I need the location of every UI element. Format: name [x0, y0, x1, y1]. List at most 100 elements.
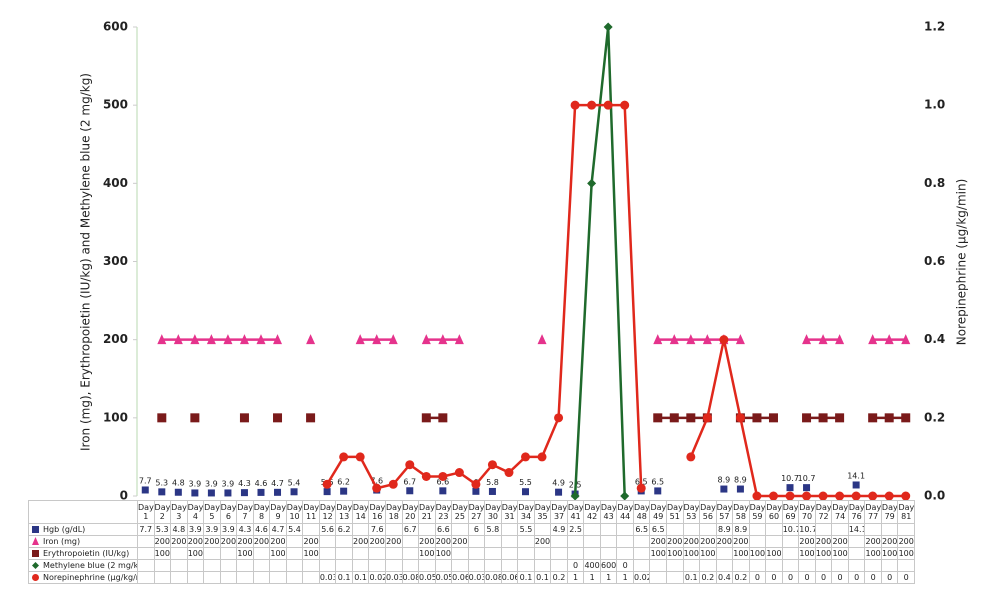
- marker: [487, 460, 497, 470]
- table-cell: [533, 547, 552, 560]
- legend-cell: Erythropoietin (IU/kg): [28, 547, 138, 560]
- x-tick-label: Day 21: [418, 500, 436, 524]
- table-cell: 0.03: [467, 571, 486, 584]
- table-cell: [847, 547, 866, 560]
- table-cell: [732, 559, 750, 572]
- table-cell: 0: [897, 571, 915, 584]
- table-cell: 100: [434, 547, 453, 560]
- table-cell: [137, 535, 155, 548]
- marker: [322, 479, 332, 489]
- table-cell: [583, 523, 601, 536]
- table-cell: 200: [418, 535, 436, 548]
- y-tick-label: 600: [103, 20, 128, 34]
- table-cell: [649, 559, 667, 572]
- table-cell: 6.5: [632, 523, 651, 536]
- table-cell: [566, 535, 585, 548]
- table-cell: 3.9: [203, 523, 221, 536]
- marker: [173, 334, 183, 345]
- table-cell: [467, 559, 486, 572]
- x-tick-label: Day 79: [880, 500, 899, 524]
- marker: [206, 334, 216, 345]
- table-cell: [269, 559, 287, 572]
- table-cell: 200: [798, 535, 816, 548]
- marker: [32, 525, 39, 533]
- table-cell: [699, 559, 717, 572]
- table-cell: [533, 559, 552, 572]
- marker: [32, 549, 39, 557]
- table-cell: 100: [897, 547, 915, 560]
- marker: [32, 536, 39, 545]
- marker: [702, 334, 712, 345]
- table-cell: 6.5: [649, 523, 667, 536]
- x-tick-label: Day 77: [864, 500, 882, 524]
- marker: [257, 488, 265, 496]
- marker: [702, 413, 712, 423]
- marker: [355, 452, 365, 462]
- y-axis-title: Iron (mg), Erythropoietin (IU/kg) and Me…: [79, 73, 93, 451]
- table-cell: [666, 571, 684, 584]
- marker: [570, 100, 580, 110]
- y2-tick-label: 1.0: [924, 98, 945, 112]
- marker: [720, 485, 728, 493]
- table-cell: [269, 571, 287, 584]
- table-cell: 0: [616, 559, 634, 572]
- marker: [405, 460, 415, 470]
- marker: [421, 413, 431, 423]
- y2-tick-label: 0.0: [924, 489, 945, 501]
- table-cell: 0: [814, 571, 833, 584]
- table-cell: 10.7: [798, 523, 816, 536]
- marker: [406, 487, 414, 495]
- table-cell: [451, 559, 469, 572]
- table-cell: 200: [219, 535, 238, 548]
- table-row: Hgb (g/dL) 7.7 5.3 4.8 3.9 3.9 3.9 4.3 4.6 4.7 5.4…: [28, 523, 915, 536]
- table-cell: [418, 523, 436, 536]
- value-label: 5.3: [155, 478, 168, 487]
- table-cell: 0.02: [632, 571, 651, 584]
- marker: [207, 489, 215, 497]
- table-cell: 0: [864, 571, 882, 584]
- marker: [454, 334, 464, 345]
- marker: [768, 491, 778, 500]
- table-cell: [384, 559, 403, 572]
- table-cell: [517, 535, 535, 548]
- table-cell: [285, 559, 304, 572]
- table-cell: 200: [368, 535, 386, 548]
- y-tick-label: 300: [103, 254, 128, 268]
- table-cell: 0.03: [384, 571, 403, 584]
- legend-cell: Methylene blue (2 mg/kg): [28, 559, 138, 572]
- table-cell: [599, 535, 618, 548]
- table-header-row: Day 1 Day 2 Day 3 Day 4 Day 5 Day 6 Day 7 Day 8…: [28, 500, 915, 524]
- table-cell: 200: [351, 535, 370, 548]
- table-cell: 0.08: [401, 571, 420, 584]
- marker: [802, 413, 812, 423]
- table-cell: 100: [302, 547, 320, 560]
- table-cell: [401, 547, 420, 560]
- table-cell: 200: [170, 535, 188, 548]
- x-tick-label: Day 4: [186, 500, 205, 524]
- x-tick-label: Day 59: [748, 500, 767, 524]
- marker: [901, 334, 911, 345]
- table-cell: [566, 547, 585, 560]
- value-label: 5.8: [486, 478, 499, 487]
- legend-marker: [32, 561, 39, 569]
- table-cell: 3.9: [186, 523, 205, 536]
- value-label: 10.7: [781, 474, 799, 483]
- marker: [191, 489, 199, 497]
- table-cell: 100: [186, 547, 205, 560]
- x-tick-label: Day 12: [318, 500, 337, 524]
- table-cell: 6.2: [335, 523, 353, 536]
- table-cell: 0.1: [351, 571, 370, 584]
- x-tick-label: Day 44: [616, 500, 634, 524]
- x-tick-label: Day 6: [219, 500, 238, 524]
- table-cell: [649, 571, 667, 584]
- table-cell: [236, 571, 254, 584]
- marker: [868, 334, 878, 345]
- table-cell: [467, 547, 486, 560]
- table-cell: [351, 559, 370, 572]
- x-tick-label: Day 35: [533, 500, 552, 524]
- value-label: 6.7: [403, 477, 416, 486]
- table-cell: [153, 571, 172, 584]
- legend-cell: Norepinephrine (μg/kg/min): [28, 571, 138, 584]
- table-cell: 5.8: [484, 523, 502, 536]
- table-cell: 14.1: [847, 523, 866, 536]
